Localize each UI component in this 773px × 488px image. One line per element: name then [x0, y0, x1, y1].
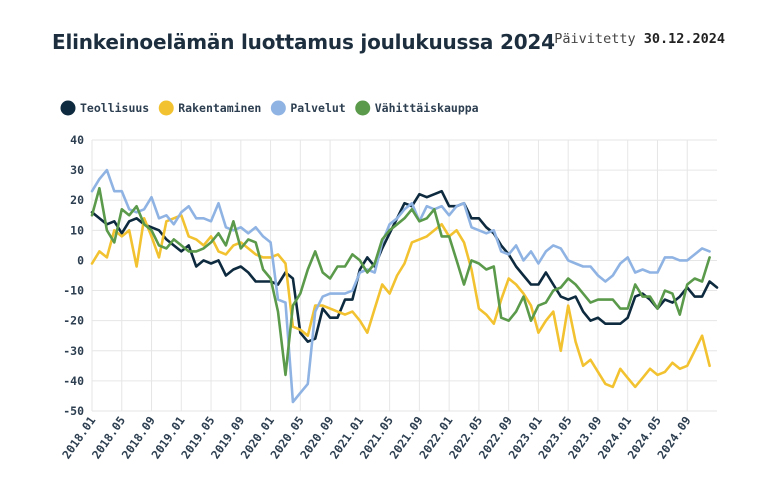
legend-label: Palvelut: [290, 101, 345, 115]
series-line-palvelut: [90, 168, 711, 404]
updated-date: 30.12.2024: [643, 31, 725, 47]
y-tick-label: -50: [63, 404, 84, 418]
y-tick-label: 30: [70, 163, 84, 177]
series-line-rakentaminen: [90, 214, 711, 389]
y-tick-label: 10: [70, 223, 84, 237]
legend-marker: [60, 100, 76, 116]
y-tick-label: -10: [63, 284, 84, 298]
legend-marker: [355, 100, 371, 116]
y-tick-label: -30: [63, 344, 84, 358]
x-axis: 2018.012018.052018.092019.012019.052019.…: [59, 414, 694, 462]
y-axis: -50 -40 -30 -20 -10 0 10 20 30 40: [63, 133, 84, 418]
series-line-vähittäiskauppa: [90, 186, 711, 377]
legend-label: Vähittäiskauppa: [375, 101, 479, 115]
legend-item: Palvelut: [270, 100, 346, 116]
y-tick-label: -20: [63, 314, 84, 328]
legend-item: Rakentaminen: [158, 100, 261, 116]
y-tick-label: 40: [70, 133, 84, 147]
y-tick-label: 0: [77, 253, 84, 267]
series-lines: [90, 168, 719, 404]
legend-item: Vähittäiskauppa: [355, 100, 479, 116]
chart-legend: Teollisuus Rakentaminen Palvelut Vähittäisk…: [60, 100, 479, 116]
legend-marker: [158, 100, 174, 116]
legend-label: Teollisuus: [80, 101, 149, 115]
legend-marker: [270, 100, 286, 116]
y-tick-label: -40: [63, 374, 84, 388]
chart-grid: [91, 139, 717, 412]
series-line-teollisuus: [90, 189, 719, 343]
y-tick-label: 20: [70, 193, 84, 207]
page-title: Elinkeinoelämän luottamus joulukuussa 20…: [52, 30, 555, 54]
legend-item: Teollisuus: [60, 100, 149, 116]
updated-label: Päivitetty: [554, 31, 636, 47]
legend-label: Rakentaminen: [178, 101, 261, 115]
updated-info: Päivitetty 30.12.2024: [554, 31, 725, 47]
